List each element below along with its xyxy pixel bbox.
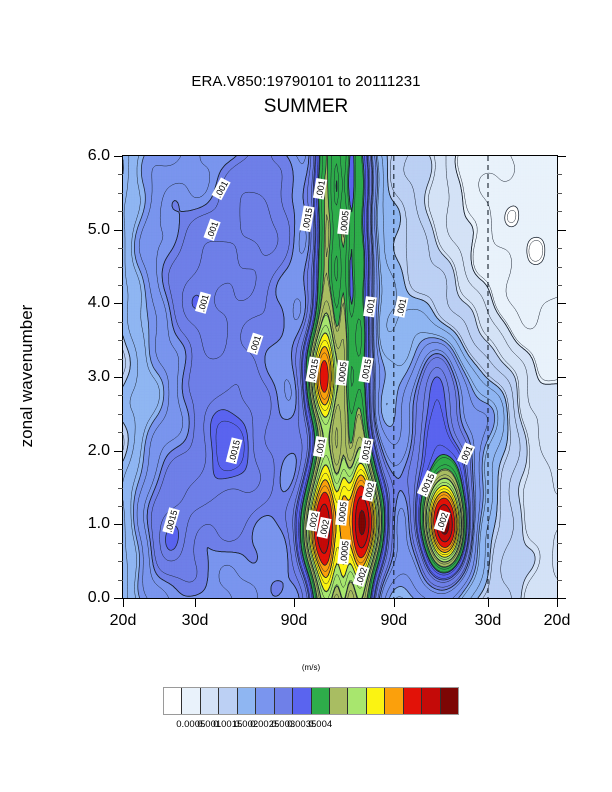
y-tick-major-right	[557, 377, 566, 378]
y-tick-minor-right	[557, 506, 562, 507]
y-tick-minor	[118, 488, 123, 489]
y-tick-minor-right	[557, 395, 562, 396]
x-tick-major	[557, 598, 558, 607]
colorbar-cell	[275, 688, 293, 714]
colorbar-tick-labels: 0.0005 0.001 0.0015 0.002 0.0025 0.003 0.0035 0…	[163, 719, 459, 735]
colorbar-cell	[182, 688, 200, 714]
y-tick-minor	[118, 395, 123, 396]
y-tick-major	[114, 303, 123, 304]
y-tick-minor	[118, 561, 123, 562]
x-tick-label: 90d	[281, 612, 308, 630]
y-tick-minor-right	[557, 267, 562, 268]
y-tick-minor-right	[557, 340, 562, 341]
colorbar-cell	[441, 688, 458, 714]
y-tick-minor-right	[557, 359, 562, 360]
y-tick-minor	[118, 193, 123, 194]
x-tick-label: 20d	[544, 612, 571, 630]
y-tick-minor	[118, 580, 123, 581]
y-tick-minor	[118, 211, 123, 212]
x-tick-major	[294, 598, 295, 607]
y-tick-minor	[118, 543, 123, 544]
y-tick-label: 1.0	[88, 515, 110, 533]
colorbar-cell	[219, 688, 237, 714]
y-tick-minor-right	[557, 211, 562, 212]
y-tick-minor	[118, 469, 123, 470]
x-tick-label: 90d	[380, 612, 407, 630]
y-tick-label: 6.0	[88, 147, 110, 165]
y-tick-label: 0.0	[88, 589, 110, 607]
y-tick-minor	[118, 414, 123, 415]
y-tick-minor	[118, 506, 123, 507]
y-tick-minor	[118, 340, 123, 341]
y-tick-label: 5.0	[88, 221, 110, 239]
colorbar-tick-label: 0.004	[308, 719, 332, 730]
x-tick-label: 30d	[182, 612, 209, 630]
colorbar-cell	[348, 688, 366, 714]
y-tick-label: 4.0	[88, 294, 110, 312]
colorbar-cell	[256, 688, 274, 714]
x-tick-major	[394, 598, 395, 607]
y-tick-minor-right	[557, 469, 562, 470]
colorbar-cell	[201, 688, 219, 714]
y-tick-minor-right	[557, 488, 562, 489]
y-tick-minor-right	[557, 285, 562, 286]
y-tick-minor	[118, 359, 123, 360]
x-tick-label: 20d	[110, 612, 137, 630]
colorbar-cell	[367, 688, 385, 714]
y-tick-minor-right	[557, 432, 562, 433]
y-tick-major	[114, 451, 123, 452]
x-tick-major	[488, 598, 489, 607]
y-tick-minor-right	[557, 174, 562, 175]
y-tick-major-right	[557, 598, 566, 599]
colorbar-cell	[293, 688, 311, 714]
y-tick-major	[114, 377, 123, 378]
y-tick-major	[114, 230, 123, 231]
plot-area: 0.0 1.0 2.0 3.0 4.0 5.0 6.0 20d 30d 90d 90d 30d 20d…	[122, 155, 558, 599]
chart-subtitle: SUMMER	[0, 94, 612, 120]
y-tick-minor	[118, 174, 123, 175]
page-title: ERA.V850:19790101 to 20111231	[0, 72, 612, 92]
y-tick-minor	[118, 322, 123, 323]
y-tick-major	[114, 524, 123, 525]
y-tick-minor	[118, 285, 123, 286]
y-tick-major	[114, 156, 123, 157]
y-tick-major	[114, 598, 123, 599]
x-tick-major	[123, 598, 124, 607]
y-tick-minor-right	[557, 580, 562, 581]
y-tick-major-right	[557, 156, 566, 157]
y-tick-minor	[118, 248, 123, 249]
y-tick-minor-right	[557, 248, 562, 249]
colorbar-cell	[404, 688, 422, 714]
y-tick-minor-right	[557, 193, 562, 194]
y-tick-minor-right	[557, 414, 562, 415]
y-tick-minor-right	[557, 543, 562, 544]
y-tick-major-right	[557, 303, 566, 304]
colorbar-cell	[312, 688, 330, 714]
x-tick-label: 30d	[475, 612, 502, 630]
y-axis-title: zonal wavenumber	[17, 305, 37, 448]
y-tick-major-right	[557, 524, 566, 525]
colorbar-strip	[163, 687, 459, 715]
colorbar-cell	[330, 688, 348, 714]
y-tick-label: 3.0	[88, 368, 110, 386]
y-tick-label: 2.0	[88, 442, 110, 460]
colorbar-cell	[238, 688, 256, 714]
colorbar-cell	[385, 688, 403, 714]
colorbar-cell	[422, 688, 440, 714]
y-tick-major-right	[557, 451, 566, 452]
y-tick-minor-right	[557, 322, 562, 323]
y-tick-minor-right	[557, 561, 562, 562]
x-tick-major	[195, 598, 196, 607]
chart-title-block: ERA.V850:19790101 to 20111231 SUMMER	[0, 72, 612, 120]
colorbar-cell	[164, 688, 182, 714]
y-tick-minor	[118, 432, 123, 433]
y-tick-minor	[118, 267, 123, 268]
colorbar-unit-label: (m/s)	[163, 663, 459, 672]
y-tick-major-right	[557, 230, 566, 231]
